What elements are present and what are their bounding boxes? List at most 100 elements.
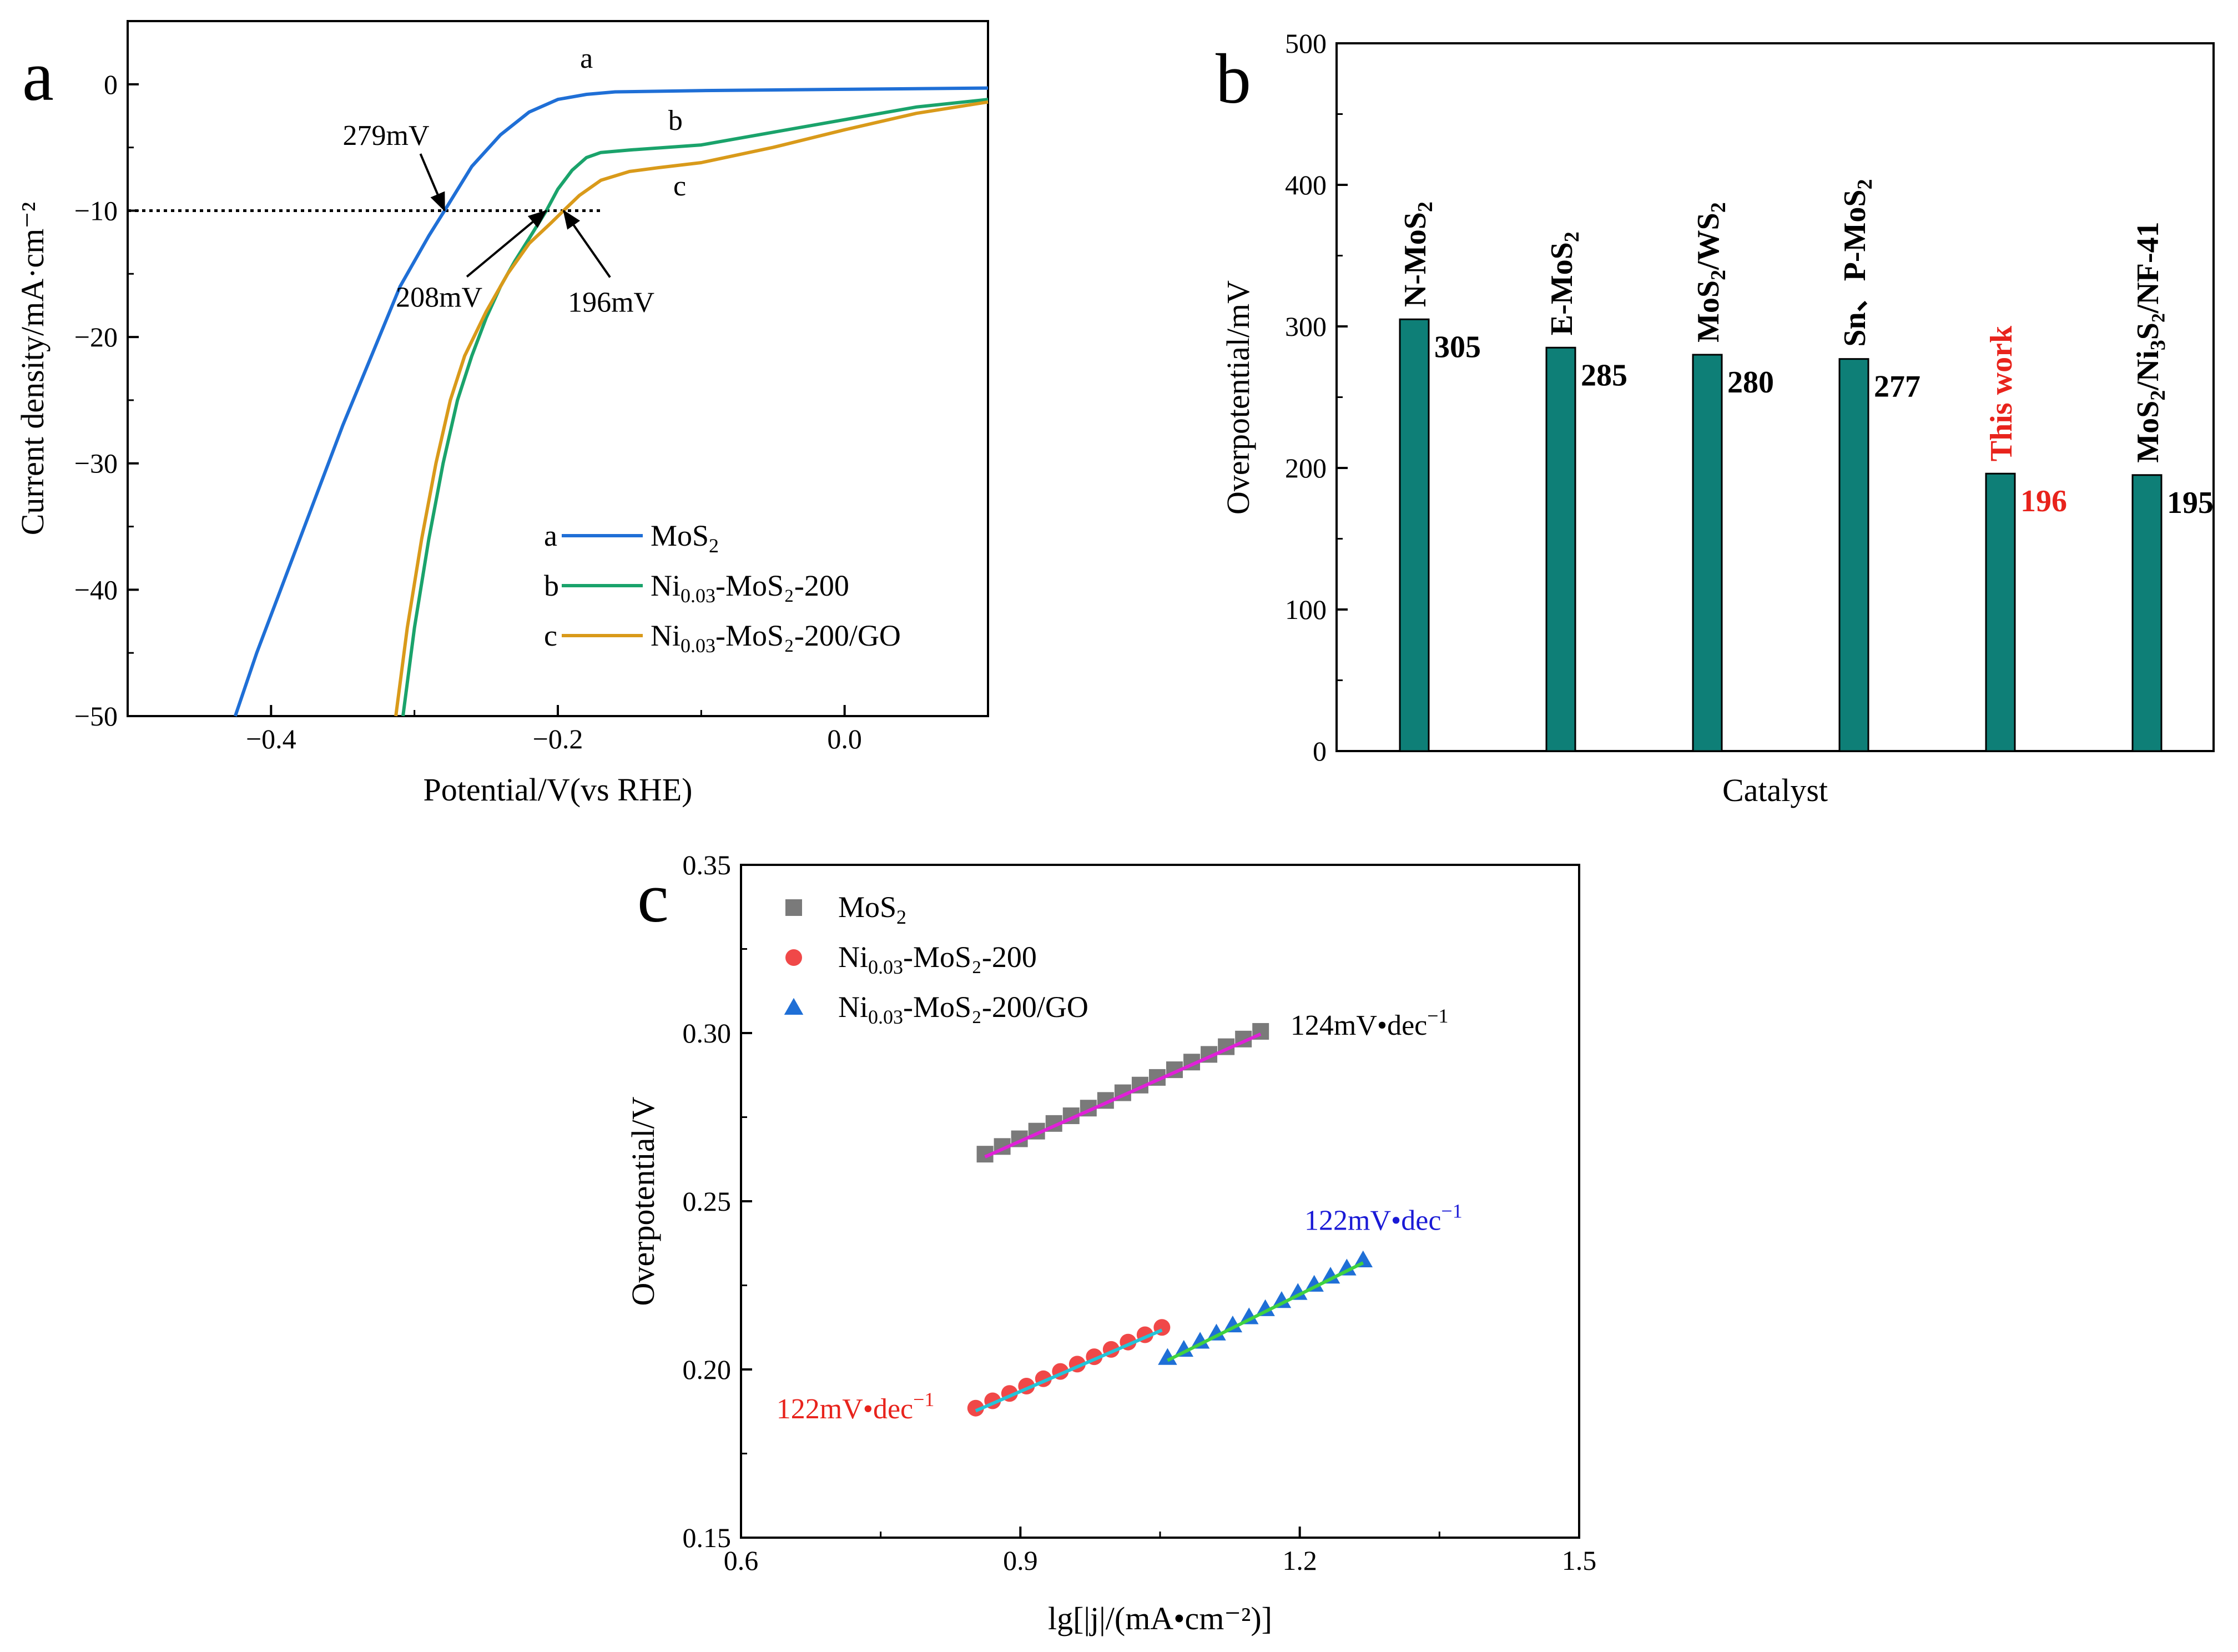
annotation-label: 196mV [568,287,654,319]
data-point [1158,1348,1177,1365]
panel-letter-b: b [1216,39,1251,118]
legend-entry-2: Ni0.03-MoS₂-200/GO [838,990,1088,1028]
bar-label-mid: /Ni [2131,350,2165,391]
data-point [1256,1299,1275,1316]
curve-letter-a: a [580,43,593,74]
bar-label-subscript: 2 [1560,231,1584,242]
panel-letter-c: c [637,858,669,937]
legend-tail: -MoS₂-200 [715,569,849,602]
panel-letter-a: a [22,37,54,115]
y-tick-label: 0.20 [683,1354,732,1385]
series-1 [967,1319,1171,1417]
legend-base: Ni [651,619,681,652]
bar-label-subscript-2: 2 [1707,202,1730,213]
panel-a-curve-letters: a b c [580,43,686,202]
legend-subscript: 0.03 [681,585,715,607]
bar-4 [1985,472,2016,752]
y-tick-label: 0 [104,69,118,100]
bar-3 [1838,358,1869,752]
annotation-arrow [562,209,611,278]
y-tick-label: 300 [1285,311,1327,342]
y-tick-label: 500 [1285,28,1327,59]
bar-value-label: 305 [1434,330,1481,364]
legend-subscript: 2 [896,906,906,928]
bar-label-subscript: 2 [1414,202,1437,212]
data-point [1288,1283,1308,1300]
data-point [1174,1339,1194,1357]
panel-a-x-axis-title: Potential/V(vs RHE) [424,772,693,808]
legend-entry-b: Ni0.03-MoS₂-200 [651,569,849,607]
legend-subscript: 0.03 [868,956,903,978]
legend-entry-0: MoS2 [838,890,906,928]
bar-2 [1692,354,1723,752]
fit-line [984,1032,1262,1159]
y-tick-label: 400 [1285,169,1327,200]
annotation-arrow [419,153,446,212]
y-tick-label: 200 [1285,452,1327,483]
legend-base: Ni [838,940,868,974]
data-point [1223,1315,1243,1333]
bar-value-label: 277 [1874,370,1921,404]
x-tick-label: 0.9 [1003,1545,1038,1576]
legend-letter-b: b [544,569,559,602]
slope-label-superscript: −1 [913,1388,934,1411]
panel-c-ticks: 0.6 0.9 1.2 1.5 0.15 0.20 0.25 0.30 0.35 [683,849,1597,1576]
x-tick-label: 0.0 [827,723,862,754]
bar-label-base: MoS [2131,401,2165,463]
bar-value-label: 280 [1727,365,1774,400]
bar-1 [1545,346,1576,752]
slope-label-2: 122mV•dec−1 [1304,1200,1463,1237]
data-point [1272,1291,1292,1308]
data-point [1190,1332,1210,1349]
slope-label-0: 124mV•dec−1 [1291,1005,1449,1041]
data-point [1320,1267,1340,1284]
bar-category-label: MoS2/WS2 [1691,202,1730,343]
curve-letter-c: c [673,170,686,202]
slope-label-main: 122mV•dec [1304,1205,1441,1237]
bar-category-label: N-MoS2 [1398,202,1437,307]
data-point [1353,1250,1373,1267]
legend-marker-0 [785,899,802,916]
legend-subscript: 0.03 [868,1006,903,1028]
bar-label-subscript: 2 [1707,270,1730,280]
slope-label-superscript: −1 [1441,1200,1462,1222]
panel-a-ticks: −0.4 −0.2 0.0 0 −10 −20 −30 −40 −50 [74,20,989,754]
panel-c-y-axis-title: Overpotential/V [625,1096,661,1306]
legend-letter-a: a [544,519,557,552]
series-0 [976,1023,1269,1163]
legend-base: MoS [838,890,896,924]
panel-b-ticks: 0 100 200 300 400 500 [1285,28,1348,767]
y-tick-label: 100 [1285,594,1327,625]
legend-subscript: 0.03 [681,634,715,657]
fit-line [975,1328,1163,1413]
curve-c [394,100,989,717]
legend-marker-1 [785,949,802,966]
bar-label-subscript: 2 [2146,390,2170,401]
data-point [967,1399,984,1417]
panel-c-series [967,1023,1373,1417]
panel-a-y-axis-title: Current density/mA·cm⁻² [14,202,51,536]
bar-value-label: 195 [2167,486,2214,520]
bar-label-base: N-MoS [1398,212,1433,307]
bar-category-label: Sn、P-MoS2 [1838,179,1877,346]
legend-tail: -MoS₂-200/GO [903,990,1088,1024]
series-2 [1158,1250,1373,1365]
y-tick-label: 0.30 [683,1018,732,1049]
y-tick-label: −50 [74,701,118,732]
legend-entry-c: Ni0.03-MoS₂-200/GO [651,619,901,657]
legend-entry-a: MoS2 [651,519,719,557]
data-point [1304,1275,1324,1292]
x-tick-label: 1.2 [1282,1545,1317,1576]
x-tick-label: −0.2 [533,723,583,754]
y-tick-label: 0 [1313,736,1327,767]
data-point [1207,1323,1226,1341]
bar-value-label: 196 [2020,484,2067,518]
panel-b-x-axis-title: Catalyst [1722,772,1828,808]
y-tick-label: 0.35 [683,849,732,880]
legend-tail: -MoS₂-200 [903,940,1037,974]
bar-label-base: MoS [1691,280,1726,343]
